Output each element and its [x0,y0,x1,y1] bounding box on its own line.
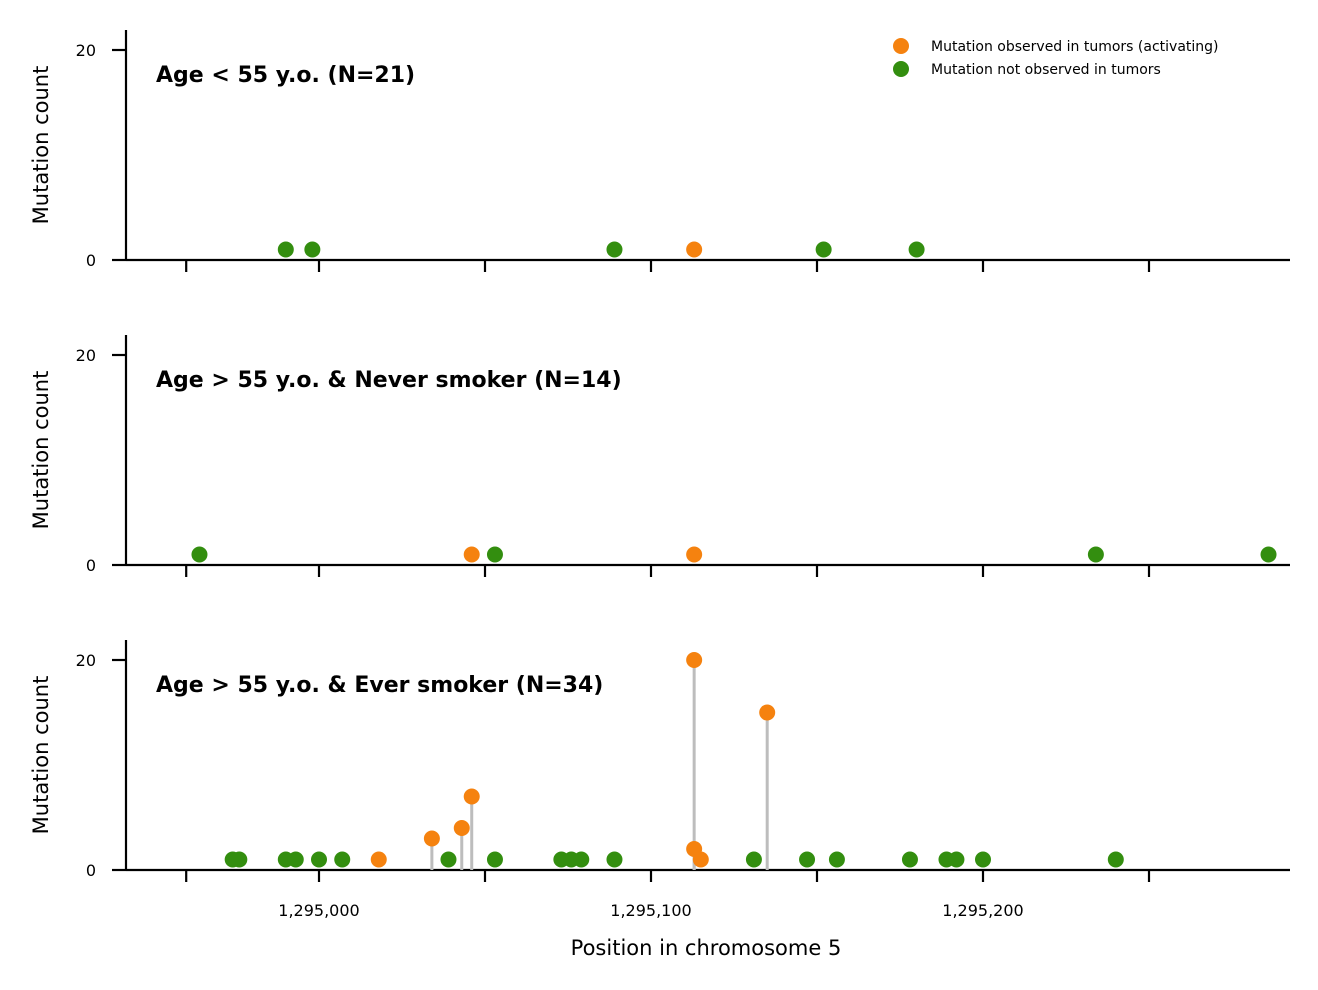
non-tumor-mutation-point [948,851,965,868]
y-tick-label: 0 [86,861,96,880]
non-tumor-mutation-point [901,851,918,868]
non-tumor-mutation-point [486,851,503,868]
panel-1: 0 20 Mutation count Age < 55 y.o. (N=21) [29,30,1290,272]
non-tumor-mutation-point [606,851,623,868]
legend-marker [893,61,909,77]
non-tumor-mutation-point [311,851,327,868]
activating-mutation-point [423,830,440,847]
y-tick-label: 0 [86,556,96,575]
non-tumor-mutation-point [277,241,294,258]
y-tick-label: 0 [86,251,96,270]
panel-title: Age > 55 y.o. & Ever smoker (N=34) [156,673,603,698]
non-tumor-mutation-point [573,851,590,868]
non-tumor-mutation-point [231,851,248,868]
non-tumor-mutation-point [287,851,304,868]
non-tumor-mutation-point [334,851,351,868]
non-tumor-mutation-point [745,851,762,868]
legend-label: Mutation observed in tumors (activating) [931,39,1219,55]
non-tumor-mutation-point [828,851,845,868]
y-tick-label: 20 [76,651,96,670]
y-axis-label: Mutation count [29,66,53,225]
activating-mutation-point [463,788,480,805]
non-tumor-mutation-point [304,241,321,258]
non-tumor-mutation-point [1087,546,1104,563]
activating-mutation-point [686,652,703,668]
legend-marker [893,38,909,54]
non-tumor-mutation-point [815,241,832,258]
activating-mutation-point [759,704,776,721]
panel-2: 0 20 Mutation count Age > 55 y.o. & Never s… [29,335,1290,577]
non-tumor-mutation-point [1260,546,1277,563]
activating-mutation-point [686,546,703,563]
non-tumor-mutation-point [606,241,623,258]
x-tick-label: 1,295,200 [942,901,1023,920]
panel-title: Age > 55 y.o. & Never smoker (N=14) [156,368,622,393]
non-tumor-mutation-point [975,851,991,868]
legend: Mutation observed in tumors (activating)… [893,38,1219,78]
x-tick-label: 1,295,100 [610,901,691,920]
non-tumor-mutation-point [440,851,457,868]
y-tick-label: 20 [76,41,96,60]
panel-3: 0 20 1,295,000 1,295,100 1,295,200 Mutation c… [29,640,1290,920]
non-tumor-mutation-point [486,546,503,563]
non-tumor-mutation-point [1107,851,1124,868]
y-axis-label: Mutation count [29,676,53,835]
non-tumor-mutation-point [799,851,816,868]
activating-mutation-point [453,820,470,836]
activating-mutation-point [686,241,703,258]
x-axis-label: Position in chromosome 5 [571,936,842,960]
activating-mutation-point [692,851,709,868]
non-tumor-mutation-point [908,241,925,258]
y-tick-label: 20 [76,346,96,365]
x-tick-label: 1,295,000 [278,901,359,920]
y-axis-label: Mutation count [29,371,53,530]
activating-mutation-point [463,546,480,563]
panel-title: Age < 55 y.o. (N=21) [156,63,415,88]
non-tumor-mutation-point [191,546,208,563]
activating-mutation-point [370,851,387,868]
legend-label: Mutation not observed in tumors [931,62,1161,78]
panels-layer: 0 20 Mutation count Age < 55 y.o. (N=21) 0 20… [29,30,1290,920]
